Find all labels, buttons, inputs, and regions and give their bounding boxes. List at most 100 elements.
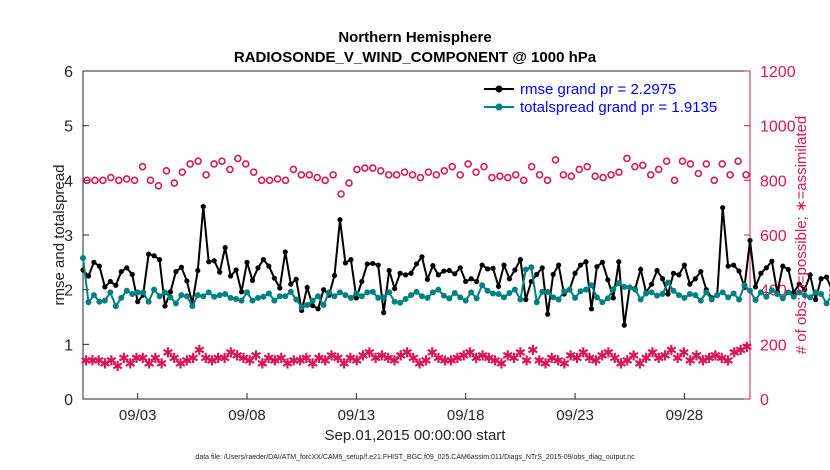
obs-assimilated-marker: ✱ [332, 351, 344, 367]
rmse-point [468, 276, 474, 282]
obs-assimilated-marker: ✱ [99, 356, 111, 372]
totalspread-point [550, 294, 557, 301]
totalspread-point [123, 287, 130, 294]
totalspread-point [544, 288, 551, 295]
obs-possible-marker [535, 171, 544, 179]
rmse-point [577, 262, 584, 268]
totalspread-point [659, 291, 666, 298]
obs-assimilated-marker: ✱ [112, 359, 124, 375]
obs-assimilated-marker: ✱ [131, 351, 143, 367]
obs-possible-marker [178, 168, 187, 176]
rmse-point [413, 261, 420, 267]
obs-possible-marker [623, 154, 631, 163]
obs-assimilated-marker: ✱ [175, 356, 187, 372]
obs-assimilated-marker: ✱ [540, 356, 552, 372]
y-tick-label-left: 1 [64, 337, 73, 354]
rmse-point [151, 253, 157, 259]
totalspread-point [522, 266, 529, 273]
totalspread-point [801, 292, 808, 299]
obs-possible-marker [599, 173, 607, 182]
obs-possible-marker [742, 171, 750, 179]
rmse-point [419, 254, 425, 260]
totalspread-point [807, 294, 814, 301]
obs-assimilated-marker: ✱ [577, 346, 589, 362]
totalspread-point [528, 264, 535, 271]
rmse-point [583, 259, 589, 265]
obs-possible-marker [607, 171, 615, 179]
obs-assimilated-marker: ✱ [156, 356, 168, 372]
totalspread-point [178, 292, 185, 299]
totalspread-point [205, 289, 212, 296]
rmse-point [85, 273, 92, 279]
totalspread-point [151, 286, 158, 293]
obs-assimilated-marker: ✱ [571, 351, 583, 367]
totalspread-point [468, 289, 475, 296]
obs-assimilated-marker: ✱ [231, 348, 243, 364]
y-tick-label-left: 4 [64, 173, 73, 190]
legend-spread-marker [495, 103, 503, 111]
obs-assimilated-marker: ✱ [338, 356, 350, 372]
rmse-point [446, 267, 452, 274]
totalspread-point [812, 289, 819, 296]
obs-assimilated-marker: ✱ [288, 354, 300, 370]
obs-assimilated-marker: ✱ [376, 348, 388, 364]
obs-assimilated-marker: ✱ [395, 348, 407, 364]
obs-possible-marker [631, 162, 639, 171]
totalspread-point [588, 282, 595, 289]
obs-assimilated-marker: ✱ [741, 340, 753, 356]
totalspread-point [293, 296, 300, 303]
rmse-point [594, 264, 600, 270]
obs-possible-marker [472, 168, 480, 176]
totalspread-point [757, 289, 764, 296]
obs-possible-marker [194, 157, 202, 165]
obs-possible-marker [265, 176, 274, 185]
totalspread-point [304, 301, 311, 308]
totalspread-point [664, 279, 671, 286]
rmse-point [818, 276, 824, 282]
totalspread-point [380, 294, 387, 301]
totalspread-point [451, 289, 458, 296]
rmse-point [375, 262, 381, 268]
totalspread-point [457, 294, 464, 301]
obs-assimilated-marker: ✱ [684, 354, 696, 370]
totalspread-point [194, 292, 201, 299]
rmse-point [430, 263, 436, 269]
obs-assimilated-marker: ✱ [124, 356, 136, 372]
y-tick-label-right: 600 [760, 228, 787, 245]
obs-possible-marker [83, 176, 91, 185]
totalspread-point [774, 291, 781, 298]
totalspread-point [287, 288, 294, 295]
totalspread-point [484, 287, 491, 294]
totalspread-point [539, 288, 546, 295]
totalspread-point [167, 294, 174, 301]
totalspread-point [211, 293, 218, 300]
rmse-point [769, 258, 775, 264]
rmse-point [337, 217, 343, 223]
obs-possible-marker [543, 176, 552, 185]
totalspread-point [785, 289, 792, 296]
rmse-point [249, 277, 256, 283]
obs-assimilated-marker: ✱ [118, 351, 130, 367]
obs-assimilated-marker: ✱ [552, 354, 564, 370]
obs-assimilated-marker: ✱ [533, 354, 545, 370]
plot-area: 012345602004006008001000120009/0309/0809… [64, 64, 830, 424]
obs-possible-marker [114, 176, 123, 185]
obs-possible-marker [702, 160, 711, 168]
obs-assimilated-marker: ✱ [665, 343, 677, 359]
obs-possible-marker [734, 157, 742, 165]
rmse-point [490, 265, 496, 271]
rmse-point [545, 311, 551, 317]
totalspread-point [424, 294, 431, 301]
totalspread-point [796, 289, 803, 296]
obs-assimilated-marker: ✱ [445, 354, 457, 370]
totalspread-point [462, 297, 469, 304]
footer-datafile: data file: /Users/raeder/DAI/ATM_forcXX/… [195, 454, 635, 461]
totalspread-point [238, 297, 245, 304]
rmse-point [730, 262, 737, 268]
y-tick-label-right: 1000 [760, 119, 796, 136]
rmse-point [320, 287, 327, 293]
obs-assimilated-marker: ✱ [452, 351, 464, 367]
rmse-point [681, 262, 687, 268]
obs-assimilated-marker: ✱ [565, 348, 577, 364]
